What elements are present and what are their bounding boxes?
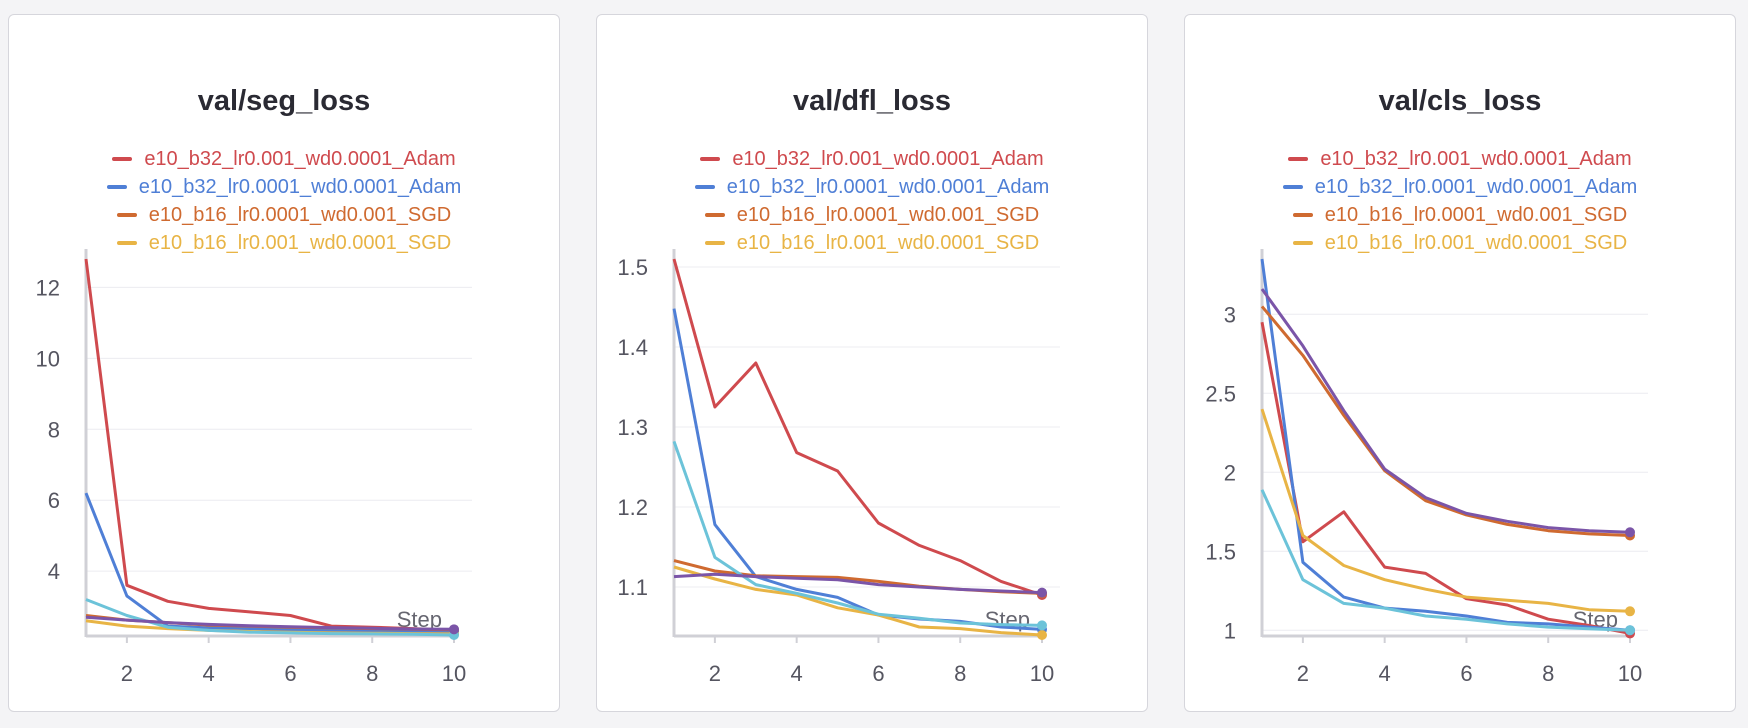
series-end-point	[449, 624, 459, 635]
series-line	[84, 492, 455, 633]
legend-label: e10_b32_lr0.0001_wd0.0001_Adam	[1314, 175, 1638, 198]
legend-item[interactable]: e10_b16_lr0.0001_wd0.001_SGD	[704, 201, 1040, 229]
legend-item[interactable]: e10_b32_lr0.001_wd0.0001_Adam	[700, 145, 1044, 173]
chart-title: val/dfl_loss	[793, 85, 951, 117]
x-tick-label: 6	[284, 661, 296, 686]
legend-swatch-icon	[1282, 185, 1303, 189]
y-tick-label: 2.5	[1205, 381, 1236, 406]
y-tick-label: 10	[36, 346, 60, 371]
series-line	[1260, 288, 1631, 534]
legend-label: e10_b32_lr0.0001_wd0.0001_Adam	[726, 175, 1050, 198]
legend-label: e10_b32_lr0.001_wd0.0001_Adam	[1320, 147, 1632, 170]
series-line	[672, 440, 1043, 627]
legend-swatch-icon	[106, 185, 127, 189]
series-end-point	[1625, 625, 1635, 636]
legend-item[interactable]: e10_b16_lr0.001_wd0.0001_SGD	[1292, 229, 1628, 257]
x-tick-label: 8	[954, 661, 966, 686]
legend-swatch-icon	[704, 241, 725, 245]
y-tick-label: 1	[1224, 618, 1236, 643]
legend-swatch-icon	[116, 241, 137, 245]
y-tick-label: 12	[36, 275, 60, 300]
legend-swatch-icon	[700, 157, 721, 161]
legend-item[interactable]: e10_b32_lr0.0001_wd0.0001_Adam	[694, 173, 1050, 201]
x-tick-label: 4	[203, 661, 215, 686]
series-line	[672, 258, 1043, 597]
legend-item[interactable]: e10_b32_lr0.0001_wd0.0001_Adam	[1282, 173, 1638, 201]
chart-panel-dfl-loss: val/dfl_loss e10_b32_lr0.001_wd0.0001_Ad…	[596, 14, 1148, 712]
legend-label: e10_b16_lr0.001_wd0.0001_SGD	[148, 231, 452, 254]
series-line	[1260, 321, 1631, 635]
series-line	[84, 258, 455, 632]
legend-swatch-icon	[112, 157, 133, 161]
x-tick-label: 8	[1542, 661, 1554, 686]
legend-item[interactable]: e10_b16_lr0.001_wd0.0001_SGD	[116, 229, 452, 257]
legend-label: e10_b16_lr0.0001_wd0.001_SGD	[148, 203, 452, 226]
legend-label: e10_b16_lr0.001_wd0.0001_SGD	[736, 231, 1040, 254]
x-tick-label: 4	[1379, 661, 1391, 686]
series-end-point	[1037, 620, 1047, 631]
legend-label: e10_b32_lr0.0001_wd0.0001_Adam	[138, 175, 462, 198]
x-tick-label: 2	[121, 661, 133, 686]
y-tick-label: 1.2	[617, 495, 648, 520]
legend-swatch-icon	[1288, 157, 1309, 161]
legend-label: e10_b32_lr0.001_wd0.0001_Adam	[732, 147, 1044, 170]
legend-label: e10_b16_lr0.0001_wd0.001_SGD	[736, 203, 1040, 226]
chart-legend: e10_b32_lr0.001_wd0.0001_Adam e10_b32_lr0…	[1185, 145, 1735, 257]
x-tick-label: 6	[1460, 661, 1472, 686]
legend-swatch-icon	[704, 213, 725, 217]
series-line	[673, 572, 1043, 595]
x-tick-label: 6	[872, 661, 884, 686]
legend-swatch-icon	[694, 185, 715, 189]
series-end-point	[1625, 606, 1635, 617]
x-tick-label: 10	[1618, 661, 1642, 686]
legend-item[interactable]: e10_b32_lr0.001_wd0.0001_Adam	[1288, 145, 1632, 173]
series-line	[1260, 408, 1631, 613]
series-end-point	[1037, 587, 1047, 598]
series-end-point	[1037, 630, 1047, 640]
series-end-point	[1625, 527, 1635, 538]
legend-item[interactable]: e10_b16_lr0.0001_wd0.001_SGD	[116, 201, 452, 229]
y-tick-label: 8	[48, 417, 60, 442]
series-line	[1260, 489, 1631, 632]
legend-swatch-icon	[1292, 241, 1313, 245]
y-tick-label: 1.5	[617, 255, 648, 280]
x-tick-label: 10	[442, 661, 466, 686]
x-tick-label: 4	[791, 661, 803, 686]
y-tick-label: 1.1	[617, 575, 648, 600]
legend-item[interactable]: e10_b16_lr0.0001_wd0.001_SGD	[1292, 201, 1628, 229]
chart-title: val/seg_loss	[197, 85, 371, 117]
legend-label: e10_b32_lr0.001_wd0.0001_Adam	[144, 147, 456, 170]
legend-item[interactable]: e10_b32_lr0.001_wd0.0001_Adam	[112, 145, 456, 173]
y-tick-label: 2	[1224, 460, 1236, 485]
series-line	[1260, 258, 1631, 632]
series-line	[1260, 305, 1631, 537]
y-tick-label: 3	[1224, 302, 1236, 327]
x-tick-label: 10	[1030, 661, 1054, 686]
x-tick-label: 2	[709, 661, 721, 686]
x-tick-label: 2	[1297, 661, 1309, 686]
legend-swatch-icon	[116, 213, 137, 217]
legend-label: e10_b16_lr0.001_wd0.0001_SGD	[1324, 231, 1628, 254]
series-line	[673, 565, 1043, 637]
chart-panel-cls-loss: val/cls_loss e10_b32_lr0.001_wd0.0001_Ad…	[1184, 14, 1736, 712]
y-tick-label: 1.3	[617, 415, 648, 440]
y-tick-label: 6	[48, 488, 60, 513]
series-line	[85, 615, 455, 631]
chart-title: val/cls_loss	[1378, 85, 1542, 117]
y-tick-label: 1.4	[617, 335, 648, 360]
y-tick-label: 4	[48, 559, 60, 584]
legend-label: e10_b16_lr0.0001_wd0.001_SGD	[1324, 203, 1628, 226]
chart-legend: e10_b32_lr0.001_wd0.0001_Adam e10_b32_lr0…	[9, 145, 559, 257]
chart-panel-seg-loss: val/seg_loss e10_b32_lr0.001_wd0.0001_Ad…	[8, 14, 560, 712]
y-tick-label: 1.5	[1205, 539, 1236, 564]
legend-item[interactable]: e10_b16_lr0.001_wd0.0001_SGD	[704, 229, 1040, 257]
legend-swatch-icon	[1292, 213, 1313, 217]
legend-item[interactable]: e10_b32_lr0.0001_wd0.0001_Adam	[106, 173, 462, 201]
x-tick-label: 8	[366, 661, 378, 686]
chart-legend: e10_b32_lr0.001_wd0.0001_Adam e10_b32_lr0…	[597, 145, 1147, 257]
